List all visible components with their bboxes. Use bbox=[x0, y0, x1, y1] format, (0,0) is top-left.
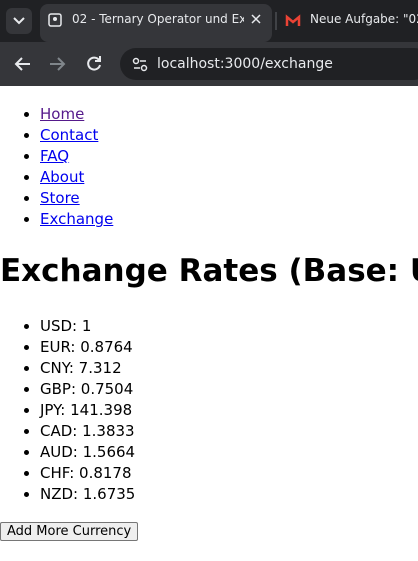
rate-item: USD: 1 bbox=[40, 316, 135, 337]
rate-item: JPY: 141.398 bbox=[40, 400, 135, 421]
rate-item: CAD: 1.3833 bbox=[40, 421, 135, 442]
nav-item: Contact bbox=[40, 125, 113, 146]
rate-item: AUD: 1.5664 bbox=[40, 442, 135, 463]
rate-item: EUR: 0.8764 bbox=[40, 337, 135, 358]
nav-link[interactable]: Store bbox=[40, 189, 80, 207]
rate-item: NZD: 1.6735 bbox=[40, 484, 135, 505]
nav-link[interactable]: FAQ bbox=[40, 147, 70, 165]
nav-link[interactable]: Home bbox=[40, 105, 85, 123]
nav-link[interactable]: Contact bbox=[40, 126, 99, 144]
nav-list: Home Contact FAQ About Store Exchange bbox=[0, 104, 113, 230]
nav-buttons[interactable] bbox=[0, 42, 120, 86]
tab-bar: 02 - Ternary Operator und Exter Neue Auf… bbox=[0, 0, 418, 42]
nav-item: Home bbox=[40, 104, 113, 125]
nav-link[interactable]: About bbox=[40, 168, 85, 186]
url-text: localhost:3000/exchange bbox=[157, 56, 333, 72]
add-currency-button[interactable]: Add More Currency bbox=[0, 522, 139, 541]
rate-item: CNY: 7.312 bbox=[40, 358, 135, 379]
heading: Exchange Rates (Base: USD) bbox=[0, 253, 418, 289]
nav-item: Store bbox=[40, 188, 113, 209]
rate-item: CHF: 0.8178 bbox=[40, 463, 135, 484]
tab-icons bbox=[6, 4, 301, 42]
nav-item: Exchange bbox=[40, 209, 113, 230]
site-info-icon bbox=[132, 57, 148, 72]
nav-link[interactable]: Exchange bbox=[40, 210, 114, 228]
nav-item: About bbox=[40, 167, 113, 188]
rates-list: USD: 1EUR: 0.8764CNY: 7.312GBP: 0.7504JP… bbox=[0, 316, 135, 505]
tab-title[interactable]: 02 - Ternary Operator und Exter bbox=[72, 12, 244, 26]
toolbar: localhost:3000/exchange bbox=[0, 42, 418, 86]
tab-title[interactable]: Neue Aufgabe: "02 - bbox=[310, 12, 418, 26]
address-bar[interactable]: localhost:3000/exchange bbox=[120, 48, 418, 80]
rate-item: GBP: 0.7504 bbox=[40, 379, 135, 400]
nav-item: FAQ bbox=[40, 146, 113, 167]
